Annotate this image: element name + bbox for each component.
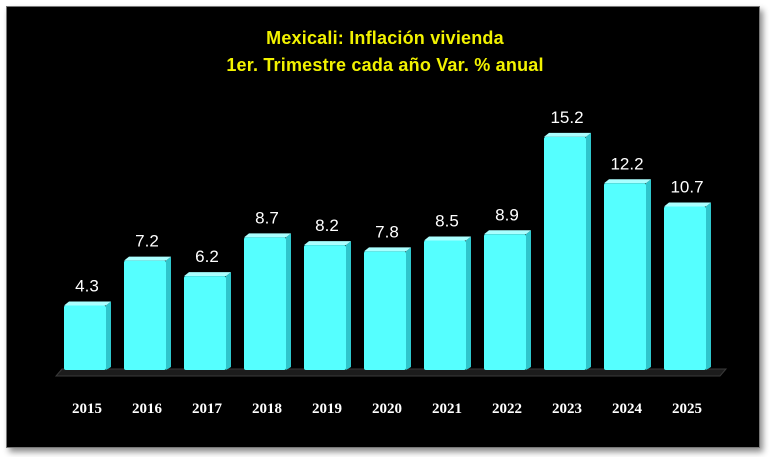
x-tick-label-2021: 2021 — [432, 401, 462, 417]
bar-2021 — [424, 236, 471, 370]
bar-2018 — [244, 233, 291, 370]
x-tick-label-2019: 2019 — [312, 401, 342, 417]
data-label-2017: 6.2 — [195, 247, 219, 266]
data-label-2022: 8.9 — [495, 205, 519, 224]
bar-front-face — [244, 237, 286, 370]
bar-top-face — [364, 247, 411, 252]
bar-side-face — [466, 236, 471, 370]
chart-floor-group — [54, 368, 728, 377]
bar-side-face — [706, 202, 711, 370]
bar-top-face — [544, 132, 591, 137]
data-label-2015: 4.3 — [75, 276, 99, 295]
bar-2017 — [184, 272, 231, 370]
data-label-2018: 8.7 — [255, 208, 279, 227]
bar-2024 — [604, 179, 651, 370]
bar-front-face — [484, 234, 526, 370]
bar-top-face — [124, 256, 171, 261]
bar-side-face — [166, 256, 171, 370]
bar-front-face — [124, 260, 166, 370]
chart-title: Mexicali: Inflación vivienda — [266, 28, 504, 48]
bar-2022 — [484, 230, 531, 370]
bar-2023 — [544, 132, 591, 370]
data-label-2021: 8.5 — [435, 212, 459, 231]
bar-side-face — [406, 247, 411, 370]
x-tick-label-2020: 2020 — [372, 401, 402, 417]
chart-subtitle: 1er. Trimestre cada año Var. % anual — [226, 55, 544, 75]
x-tick-label-2024: 2024 — [612, 401, 643, 417]
bar-2025 — [664, 202, 711, 370]
data-label-2025: 10.7 — [670, 177, 703, 196]
bar-front-face — [304, 245, 346, 370]
data-label-2016: 7.2 — [135, 232, 159, 251]
x-tick-label-2022: 2022 — [492, 401, 522, 417]
bar-side-face — [646, 179, 651, 370]
bar-front-face — [424, 240, 466, 370]
bar-side-face — [286, 233, 291, 370]
data-label-2020: 7.8 — [375, 222, 399, 241]
bar-front-face — [364, 251, 406, 370]
bar-side-face — [226, 272, 231, 370]
data-labels-group: 4.3 7.2 6.2 8.7 8.2 7.8 8.5 8.9 15.2 12.2 10.7 — [75, 108, 703, 296]
x-tick-label-2017: 2017 — [192, 401, 223, 417]
bar-top-face — [424, 236, 471, 241]
x-tick-labels-group: 2015 2016 2017 2018 2019 2020 2021 2022 2023 2024… — [72, 401, 702, 417]
bar-top-face — [484, 230, 531, 235]
bar-side-face — [526, 230, 531, 370]
bar-front-face — [184, 276, 226, 370]
bar-2019 — [304, 241, 351, 370]
bars-group — [64, 132, 711, 370]
bar-front-face — [604, 183, 646, 370]
bar-front-face — [544, 136, 586, 370]
bar-2016 — [124, 256, 171, 370]
bar-side-face — [586, 132, 591, 370]
bar-2015 — [64, 301, 111, 370]
bar-top-face — [184, 272, 231, 277]
data-label-2023: 15.2 — [550, 108, 583, 127]
bar-2020 — [364, 247, 411, 370]
bar-top-face — [664, 202, 711, 207]
x-tick-label-2016: 2016 — [132, 401, 163, 417]
bar-top-face — [604, 179, 651, 184]
bar-side-face — [346, 241, 351, 370]
bar-side-face — [106, 301, 111, 370]
bar-top-face — [244, 233, 291, 238]
bar-front-face — [664, 206, 706, 370]
data-label-2024: 12.2 — [610, 154, 643, 173]
x-tick-label-2015: 2015 — [72, 401, 102, 417]
x-tick-label-2025: 2025 — [672, 401, 702, 417]
x-tick-label-2018: 2018 — [252, 401, 282, 417]
x-tick-label-2023: 2023 — [552, 401, 582, 417]
data-label-2019: 8.2 — [315, 216, 339, 235]
bar-front-face — [64, 305, 106, 370]
bar-top-face — [304, 241, 351, 246]
chart-floor — [54, 368, 728, 377]
bar-top-face — [64, 301, 111, 306]
